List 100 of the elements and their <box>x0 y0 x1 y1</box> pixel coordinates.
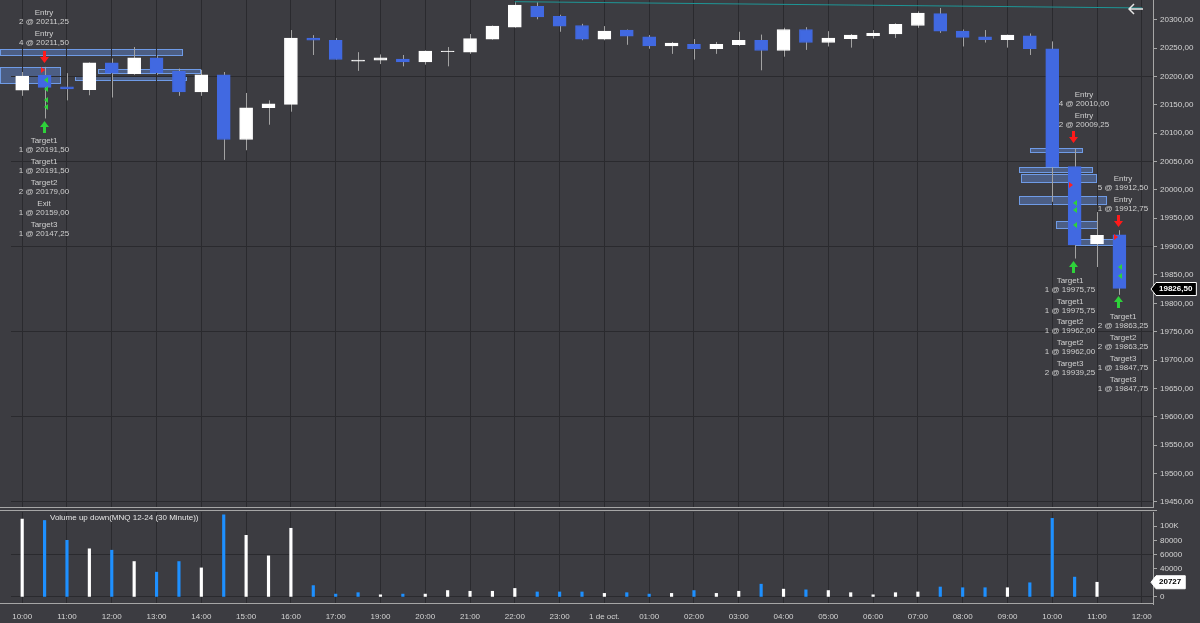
y-tick-label: 19550,00 <box>1160 440 1194 450</box>
y-tick-label: 19700,00 <box>1160 355 1194 365</box>
y-tick-label: 19450,00 <box>1160 496 1194 506</box>
chart-title: Volume up down(MNQ 12-24 (30 Minute)) <box>50 513 199 522</box>
annotation: Entry 1 @ 19912,75 <box>1097 194 1149 213</box>
candlestick <box>1090 211 1104 268</box>
candlestick <box>104 57 119 99</box>
annotation: Target3 2 @ 19939,25 <box>1044 358 1096 377</box>
annotation: Entry 4 @ 20211,50 <box>19 28 69 47</box>
annotation: Target2 1 @ 19962,00 <box>1044 316 1096 335</box>
y-tick-label: 100K <box>1160 521 1180 531</box>
annotation: Target3 1 @ 20147,25 <box>18 219 70 238</box>
bar <box>1005 587 1010 597</box>
x-tick-label: 16:00 <box>280 612 302 621</box>
bar <box>20 518 24 597</box>
x-tick-label: 10:00 <box>12 612 33 621</box>
candlestick <box>776 27 791 58</box>
x-tick-label: 12:00 <box>101 612 123 621</box>
annotation: Target1 1 @ 20191,50 <box>18 156 70 175</box>
bar <box>199 567 203 597</box>
x-tick-label: 14:00 <box>191 612 212 621</box>
bar <box>490 590 495 597</box>
bar <box>1028 582 1032 597</box>
annotation: Target1 1 @ 19975,75 <box>1044 296 1096 315</box>
y-tick-label: 60000 <box>1160 549 1183 559</box>
bar <box>177 561 181 597</box>
bar <box>849 592 853 597</box>
annotation: Entry 5 @ 19912,50 <box>1097 173 1149 192</box>
x-tick-label: 23:00 <box>549 612 571 621</box>
candlestick <box>799 26 813 51</box>
bar <box>826 590 830 597</box>
candlestick <box>306 34 321 56</box>
bar <box>1073 576 1077 597</box>
y-tick-label: 0 <box>1160 592 1165 602</box>
y-tick-label: 20100,00 <box>1160 128 1194 138</box>
annotation: Entry 4 @ 20010,00 <box>1058 89 1110 108</box>
y-tick-label: 80000 <box>1160 535 1183 545</box>
bar <box>87 548 91 597</box>
bar <box>43 520 47 597</box>
bar <box>154 571 159 597</box>
candlestick <box>261 99 276 126</box>
x-tick-label: 09:00 <box>997 612 1019 621</box>
y-tick-label: 20050,00 <box>1160 156 1194 166</box>
bar <box>737 590 741 597</box>
y-tick-label: 20200,00 <box>1160 71 1194 81</box>
annotation: Target2 1 @ 19962,00 <box>1044 337 1096 356</box>
y-tick-label: 19650,00 <box>1160 383 1194 393</box>
bar <box>401 593 405 597</box>
bar <box>535 591 539 597</box>
annotation: Entry 2 @ 20211,25 <box>19 7 69 26</box>
x-tick-label: 01:00 <box>639 612 660 621</box>
x-tick-label: 1 de oct. <box>589 612 620 621</box>
x-tick-label: 05:00 <box>818 612 839 621</box>
y-tick-label: 19900,00 <box>1160 241 1194 251</box>
y-tick-label: 19600,00 <box>1160 411 1194 421</box>
y-tick-label: 19500,00 <box>1160 468 1194 478</box>
bar <box>311 585 315 597</box>
bar <box>893 592 898 597</box>
bar <box>558 591 562 597</box>
candlestick <box>351 51 365 72</box>
bar <box>983 587 987 597</box>
bar <box>916 591 920 597</box>
candlestick <box>60 72 74 101</box>
bar <box>513 588 517 597</box>
bar <box>446 590 450 597</box>
annotation: Entry 2 @ 20009,25 <box>1058 110 1110 129</box>
bar <box>1050 518 1054 597</box>
x-tick-label: 19:00 <box>370 612 392 621</box>
y-tick-label: 19950,00 <box>1160 213 1194 223</box>
bar <box>468 590 472 597</box>
bar <box>759 583 763 597</box>
bar <box>647 593 651 597</box>
bar <box>65 539 69 597</box>
bar <box>356 592 360 597</box>
candlestick <box>172 68 186 97</box>
y-tick-label: 40000 <box>1160 563 1183 573</box>
annotation: Target1 1 @ 19975,75 <box>1044 275 1096 294</box>
x-tick-label: 12:00 <box>1131 612 1153 621</box>
bar <box>714 593 718 597</box>
y-tick-label: 20250,00 <box>1160 43 1194 53</box>
bar <box>871 594 875 597</box>
bar <box>378 594 383 597</box>
x-tick-label: 11:00 <box>1087 612 1108 621</box>
annotation: Exit 1 @ 20159,00 <box>18 198 70 217</box>
annotation: Target3 1 @ 19847,75 <box>1097 374 1149 393</box>
y-tick-label: 19750,00 <box>1160 326 1194 336</box>
y-tick-label: 20300,00 <box>1160 15 1194 25</box>
bar <box>1095 581 1099 597</box>
y-tick-label: 20000,00 <box>1160 185 1194 195</box>
annotation: Target2 2 @ 20179,00 <box>18 177 70 196</box>
text: 19826,50 <box>1159 284 1193 294</box>
y-tick-label: 19800,00 <box>1160 298 1194 308</box>
x-tick-label: 06:00 <box>863 612 884 621</box>
candlestick <box>440 46 455 67</box>
bar <box>334 593 338 597</box>
x-tick-label: 03:00 <box>728 612 750 621</box>
x-tick-label: 15:00 <box>236 612 257 621</box>
x-tick-label: 17:00 <box>325 612 347 621</box>
bar <box>602 593 606 597</box>
x-tick-label: 04:00 <box>773 612 795 621</box>
